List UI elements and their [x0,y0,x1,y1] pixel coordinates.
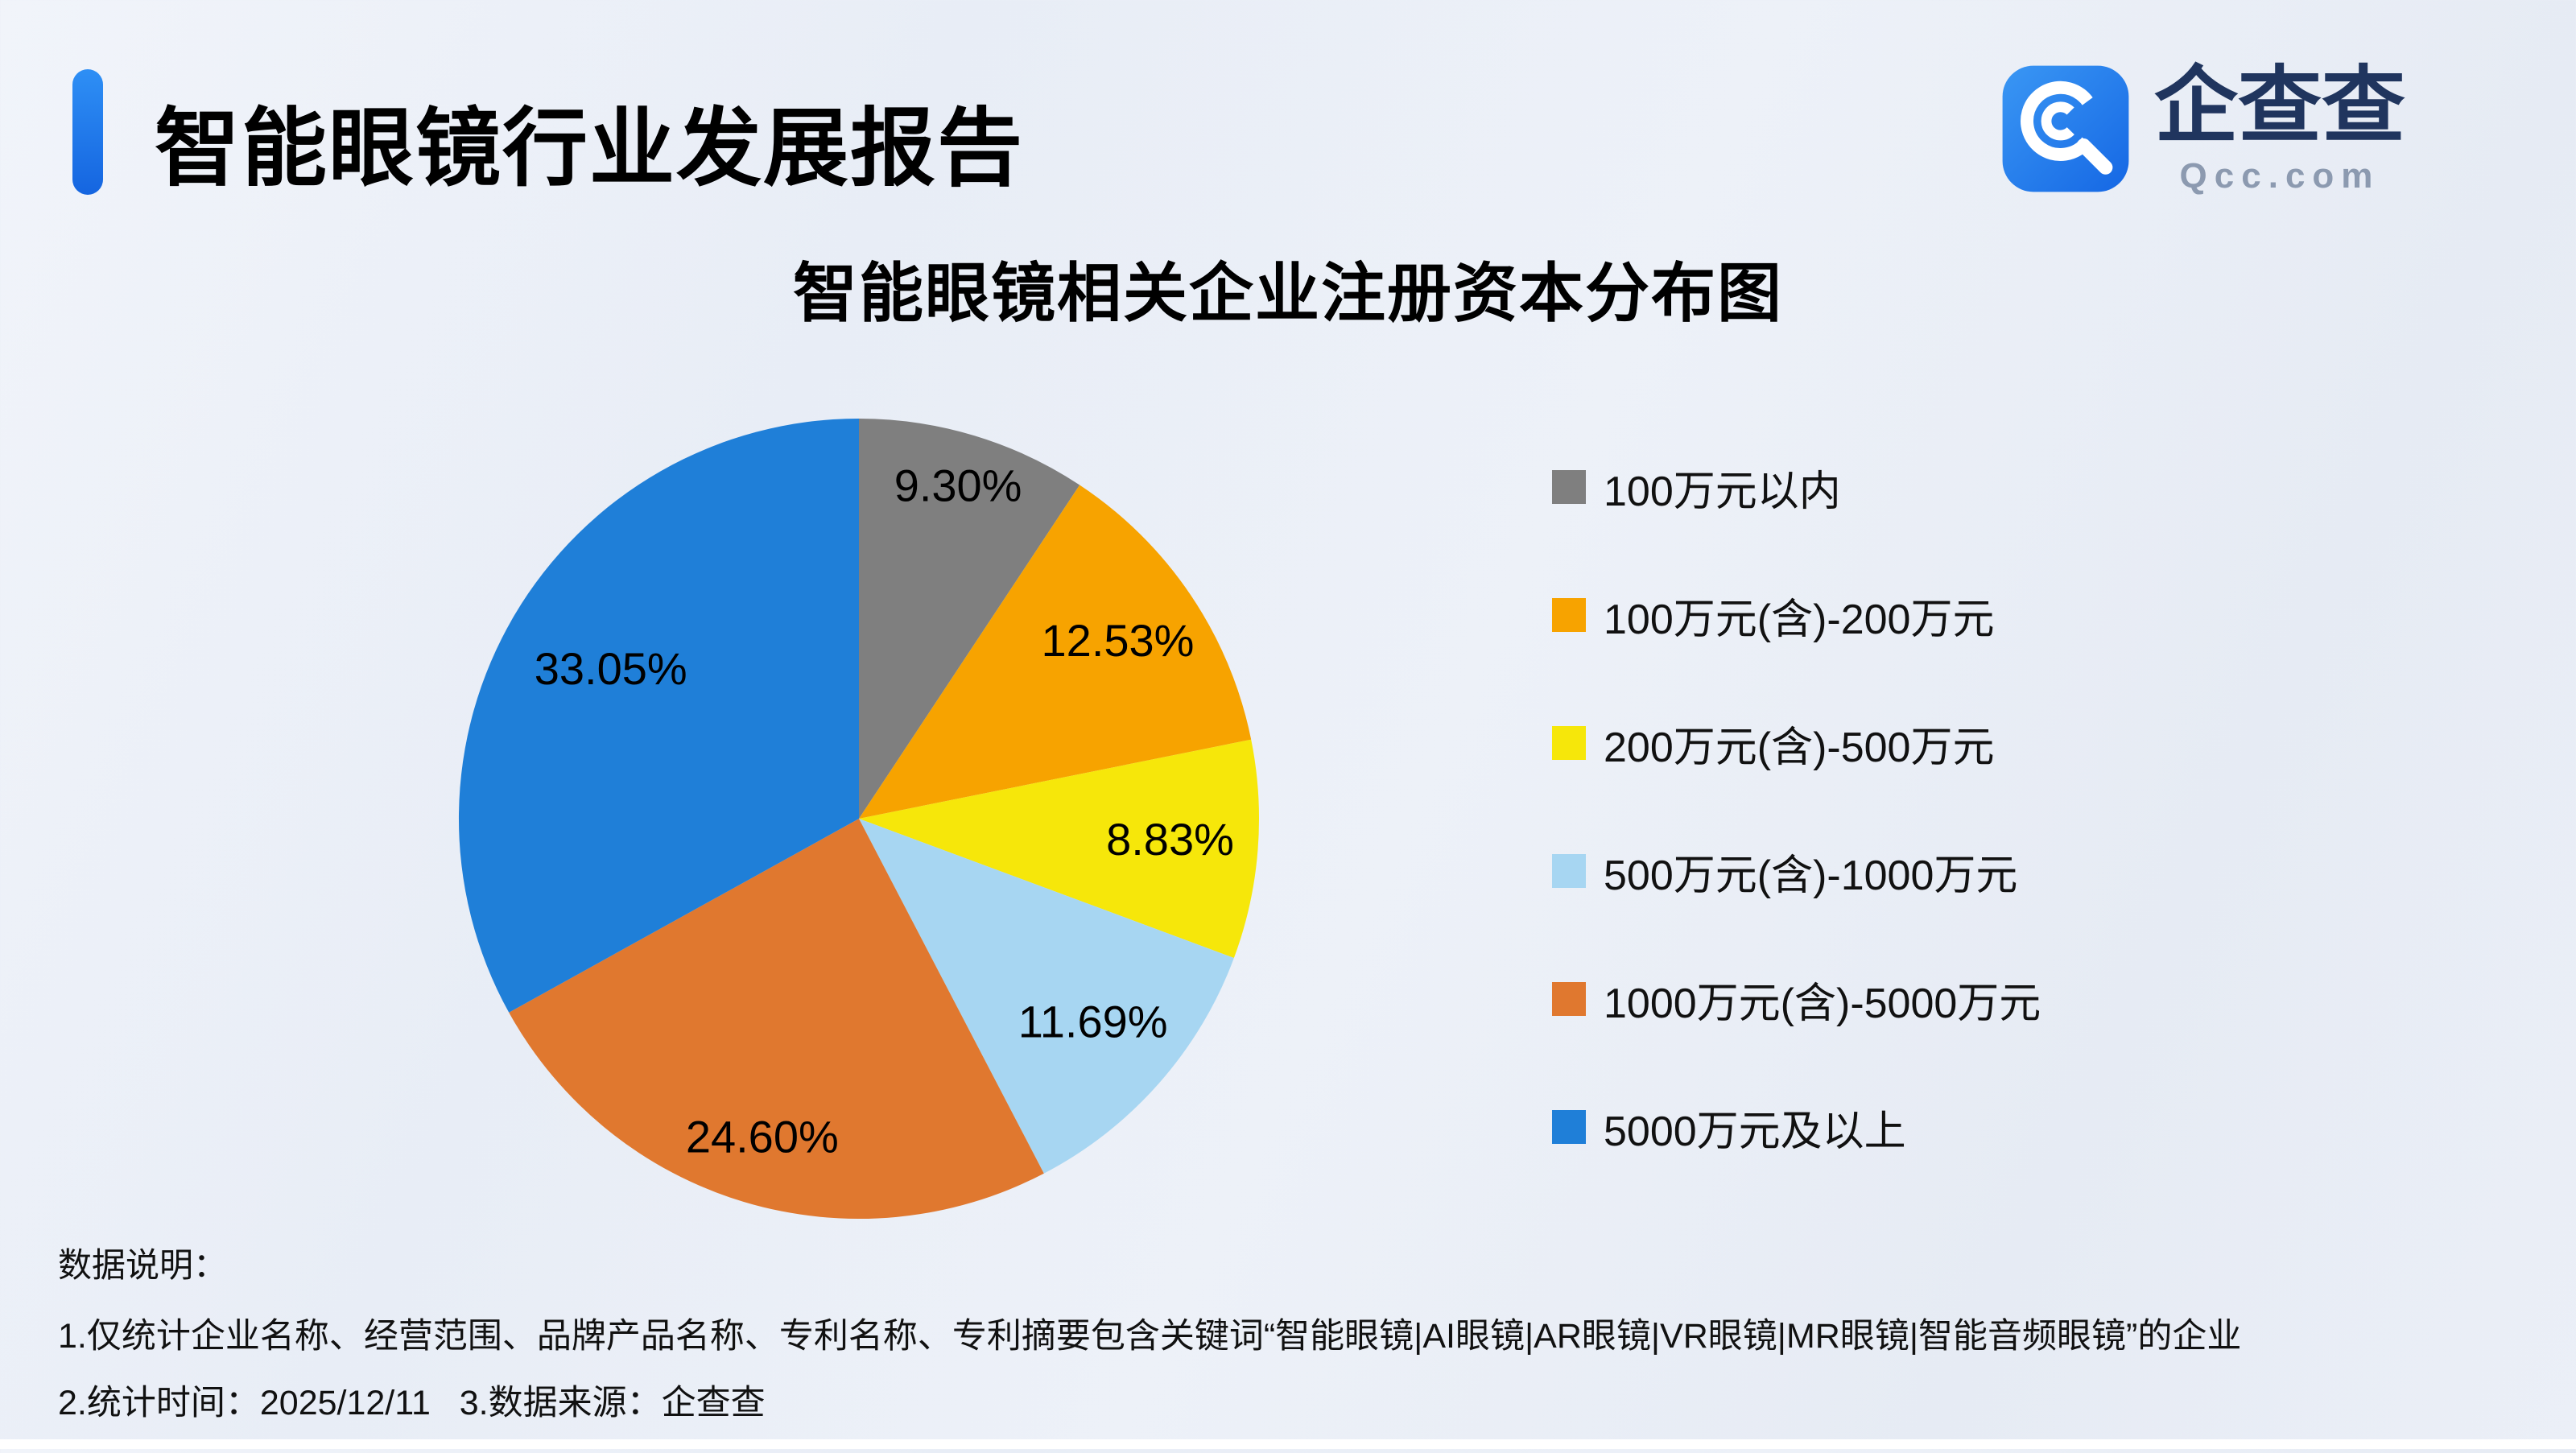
brand-name: 企查查 [2153,60,2405,153]
pie-chart: 9.30% 12.53% 8.83% 11.69% 24.60% 33.05% [458,419,1260,1220]
pie-slice-5 [458,419,859,1013]
legend-item-0: 100万元以内 [1552,465,2041,515]
legend-label: 200万元(含)-500万元 [1604,724,1995,771]
bottom-strip [0,1439,2576,1449]
legend-item-5: 5000万元及以上 [1552,1105,2041,1155]
legend-label: 1000万元(含)-5000万元 [1604,980,2041,1027]
title-accent-bar [72,69,103,195]
legend-item-3: 500万元(含)-1000万元 [1552,849,2041,899]
legend-swatch [1552,982,1586,1016]
pie-slice-3 [859,819,1234,1174]
pie-slice-1 [859,485,1252,819]
legend: 100万元以内 100万元(含)-200万元 200万元(含)-500万元 500万元… [1552,465,2041,1155]
pie-slice-4 [509,819,1044,1220]
footer-note-2: 2.统计时间：2025/12/11 3.数据来源：企查查 [58,1384,766,1422]
footer-heading: 数据说明： [58,1246,228,1284]
pie-slice-value-label: 33.05% [535,643,687,694]
brand-domain: Qcc.com [2179,156,2380,196]
legend-label: 100万元以内 [1604,468,1841,515]
legend-swatch [1552,470,1586,504]
qcc-logo-icon [2002,65,2129,192]
page-title: 智能眼镜行业发展报告 [155,101,1024,196]
chart-title: 智能眼镜相关企业注册资本分布图 [793,258,1783,329]
legend-label: 100万元(含)-200万元 [1604,596,1995,643]
legend-item-4: 1000万元(含)-5000万元 [1552,977,2041,1027]
legend-swatch [1552,726,1586,760]
footer-note-1: 1.仅统计企业名称、经营范围、品牌产品名称、专利名称、专利摘要包含关键词“智能眼… [58,1317,2242,1356]
legend-swatch [1552,1110,1586,1144]
legend-item-2: 200万元(含)-500万元 [1552,721,2041,771]
pie-slice-2 [859,739,1260,958]
pie-slice-value-label: 24.60% [686,1112,839,1162]
legend-swatch [1552,854,1586,888]
brand-text: 企查查 Qcc.com [2154,64,2405,196]
pie-slice-value-label: 11.69% [1018,996,1168,1046]
pie-slice-value-label: 12.53% [1042,615,1195,666]
pie-slice-0 [859,419,1080,819]
legend-label: 5000万元及以上 [1604,1108,1906,1155]
pie-slice-value-label: 9.30% [894,460,1022,510]
legend-item-1: 100万元(含)-200万元 [1552,593,2041,643]
legend-swatch [1552,598,1586,632]
footer-notes: 数据说明： 1.仅统计企业名称、经营范围、品牌产品名称、专利名称、专利摘要包含关… [58,1238,2521,1453]
brand-block: 企查查 Qcc.com [2001,64,2405,196]
legend-label: 500万元(含)-1000万元 [1604,852,2018,899]
pie-slice-value-label: 8.83% [1106,814,1234,865]
